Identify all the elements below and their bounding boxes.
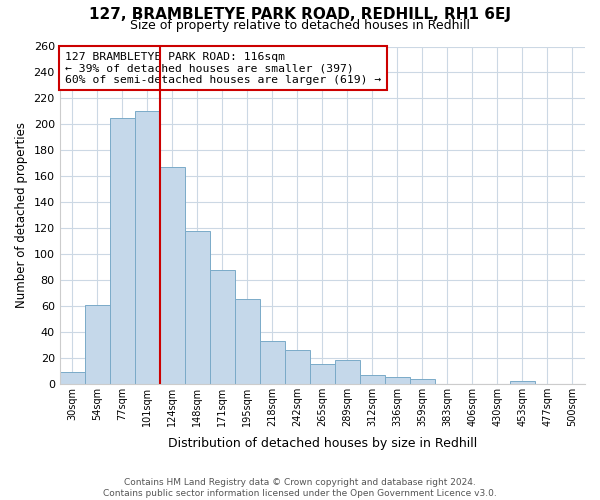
Y-axis label: Number of detached properties: Number of detached properties <box>15 122 28 308</box>
Text: Contains HM Land Registry data © Crown copyright and database right 2024.
Contai: Contains HM Land Registry data © Crown c… <box>103 478 497 498</box>
Bar <box>335 360 360 384</box>
Bar <box>510 381 535 384</box>
Text: 127, BRAMBLETYE PARK ROAD, REDHILL, RH1 6EJ: 127, BRAMBLETYE PARK ROAD, REDHILL, RH1 … <box>89 8 511 22</box>
Bar <box>310 364 335 384</box>
Bar <box>360 374 385 384</box>
Bar <box>285 350 310 384</box>
Bar <box>185 230 210 384</box>
Bar <box>260 341 285 384</box>
Bar <box>210 270 235 384</box>
Bar <box>235 300 260 384</box>
Bar <box>110 118 135 384</box>
X-axis label: Distribution of detached houses by size in Redhill: Distribution of detached houses by size … <box>168 437 477 450</box>
Bar <box>135 112 160 384</box>
Bar <box>160 167 185 384</box>
Text: Size of property relative to detached houses in Redhill: Size of property relative to detached ho… <box>130 19 470 32</box>
Bar <box>59 372 85 384</box>
Text: 127 BRAMBLETYE PARK ROAD: 116sqm
← 39% of detached houses are smaller (397)
60% : 127 BRAMBLETYE PARK ROAD: 116sqm ← 39% o… <box>65 52 381 85</box>
Bar <box>410 378 435 384</box>
Bar <box>385 378 410 384</box>
Bar <box>85 304 110 384</box>
